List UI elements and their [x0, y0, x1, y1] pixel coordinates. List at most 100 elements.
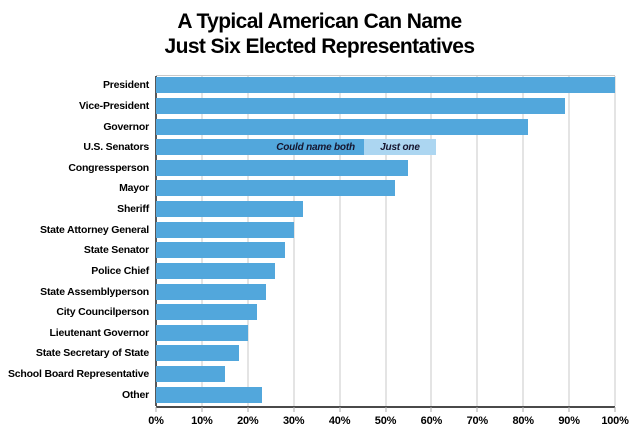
axis-tick-label: 20% — [237, 415, 259, 427]
axis-tick — [155, 407, 157, 412]
chart-row: Lieutenant Governor — [0, 323, 639, 344]
axis-tick-label: 80% — [512, 415, 534, 427]
chart-title: A Typical American Can Name Just Six Ele… — [0, 9, 639, 59]
bar-track — [156, 364, 615, 385]
bar-segment-could-name-both: Could name both — [156, 139, 364, 156]
axis-tick-label: 90% — [558, 415, 580, 427]
chart-row: Governor — [0, 116, 639, 137]
bar-track — [156, 281, 615, 302]
axis-tick — [201, 407, 203, 412]
category-label: City Councilperson — [56, 306, 149, 319]
gridline — [385, 76, 386, 406]
gridline — [201, 76, 203, 406]
category-label: State Senator — [83, 244, 149, 257]
gridline — [476, 76, 478, 406]
bar-track — [156, 302, 615, 323]
category-label: State Attorney General — [40, 223, 149, 236]
bar-track — [156, 343, 615, 364]
gridline — [430, 76, 432, 406]
chart-row: School Board Representative — [0, 364, 639, 385]
category-label: Vice-President — [79, 99, 149, 112]
gridline — [568, 76, 570, 406]
gridline — [614, 76, 616, 406]
axis-tick — [430, 407, 432, 412]
x-axis: 0% 10% 20% 30% 40% 50% 60% 70% 80% 90% 100% — [148, 407, 629, 434]
bar — [156, 386, 262, 403]
gridline — [339, 76, 341, 406]
category-label: Mayor — [119, 182, 149, 195]
axis-tick-label: 40% — [328, 415, 351, 427]
axis-tick-label: 70% — [466, 415, 489, 427]
gridline — [247, 76, 249, 406]
bar-track — [156, 219, 615, 240]
chart-rows: President Vice-President Governor U.S. Sena… — [0, 75, 639, 405]
bar-track — [156, 323, 615, 344]
category-label: Sheriff — [117, 203, 149, 216]
bar — [156, 118, 528, 135]
axis-tick — [568, 407, 570, 412]
axis-tick — [476, 407, 478, 412]
gridline — [293, 76, 295, 406]
bar — [156, 366, 225, 383]
category-label: U.S. Senators — [83, 141, 149, 154]
chart-row: Congressperson — [0, 158, 639, 179]
category-label: Lieutenant Governor — [49, 326, 150, 339]
category-label: State Secretary of State — [35, 347, 149, 360]
chart-row: City Councilperson — [0, 302, 639, 323]
axis-tick-label: 60% — [420, 415, 443, 427]
chart-row: President — [0, 75, 639, 96]
y-axis-line — [155, 76, 157, 406]
bar — [156, 221, 294, 238]
bar — [156, 304, 257, 321]
category-label: President — [102, 79, 149, 92]
bar-track: Could name both Just one — [156, 137, 615, 158]
chart-row: Vice-President — [0, 96, 639, 117]
chart-row: Police Chief — [0, 261, 639, 282]
chart-row: State Attorney General — [0, 219, 639, 240]
axis-tick — [293, 407, 295, 412]
axis-tick-label: 10% — [191, 415, 213, 427]
bar-track — [156, 75, 615, 96]
chart-row: U.S. Senators Could name both Just one — [0, 137, 639, 158]
bar-track — [156, 178, 615, 199]
bar-segment-just-one: Just one — [363, 139, 436, 156]
chart-row: State Senator — [0, 240, 639, 261]
bar — [156, 201, 303, 218]
bar-track — [156, 199, 615, 220]
axis-tick — [385, 407, 386, 412]
axis-tick-label: 100% — [601, 415, 629, 427]
axis-tick — [247, 407, 249, 412]
category-label: Congressperson — [68, 161, 149, 174]
bar: Could name both Just one — [156, 139, 436, 156]
category-label: Other — [121, 388, 149, 401]
category-label: Governor — [103, 120, 149, 133]
bar — [156, 242, 285, 259]
bar-track — [156, 261, 615, 282]
bar — [156, 345, 239, 362]
axis-tick-label: 50% — [374, 415, 397, 427]
axis-tick — [614, 407, 616, 412]
bar — [156, 97, 565, 114]
bar-track — [156, 158, 615, 179]
bar — [156, 180, 395, 197]
bar — [156, 77, 615, 94]
chart-row: Other — [0, 384, 639, 405]
bar-track — [156, 384, 615, 405]
chart-row: Sheriff — [0, 199, 639, 220]
axis-tick — [339, 407, 341, 412]
category-label: Police Chief — [91, 264, 149, 277]
category-label: School Board Representative — [7, 368, 149, 381]
axis-tick-label: 30% — [282, 415, 305, 427]
category-label: State Assemblyperson — [40, 285, 149, 298]
chart-title-line1: A Typical American Can Name — [177, 10, 462, 33]
axis-tick-label: 0% — [148, 415, 164, 427]
bar — [156, 262, 276, 279]
annotation-could-name-both: Could name both — [276, 141, 355, 153]
bar-track — [156, 116, 615, 137]
bar — [156, 159, 409, 176]
annotation-just-one: Just one — [380, 141, 420, 153]
bar — [156, 324, 248, 341]
bar-track — [156, 240, 615, 261]
bar-track — [156, 96, 615, 117]
chart-row: Mayor — [0, 178, 639, 199]
